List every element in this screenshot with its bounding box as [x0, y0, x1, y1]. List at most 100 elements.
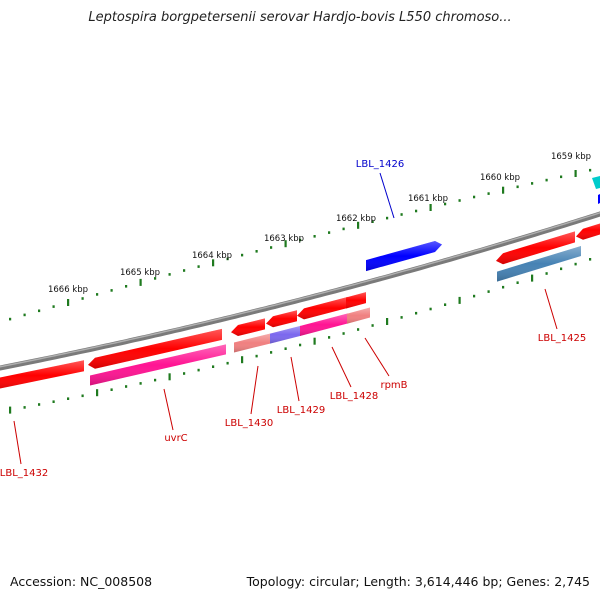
leader-LBL_1426 [379, 172, 395, 219]
kbp-minor-tick [429, 307, 432, 311]
kbp-minor-tick [110, 388, 113, 391]
kbp-major-tick [284, 240, 287, 248]
kbp-minor-tick [183, 269, 186, 272]
gene-LBL_1432-cds-shading [0, 360, 84, 389]
kbp-minor-tick [516, 281, 519, 284]
kbp-label: 1663 kbp [264, 234, 304, 244]
kbp-minor-tick [444, 303, 447, 306]
backbone-track [0, 211, 600, 371]
gene-uvrC-feature-shading [90, 344, 226, 386]
kbp-minor-tick [154, 378, 157, 382]
kbp-label: 1661 kbp [408, 194, 448, 204]
gene-LBL_1430-cds-shading [231, 318, 265, 336]
kbp-minor-tick [226, 361, 229, 365]
gene-label-LBL_1428[interactable]: LBL_1428 [330, 391, 378, 402]
kbp-major-tick [357, 221, 360, 229]
kbp-minor-tick [270, 351, 273, 354]
gene-LBL_1428-feature-shading [300, 313, 348, 336]
kbp-minor-tick [415, 209, 418, 213]
kbp-minor-tick [444, 202, 447, 206]
kbp-minor-tick [81, 297, 84, 300]
kbp-minor-tick [473, 294, 476, 298]
gene-LBL_1430-feature-shading [234, 333, 270, 353]
kbp-minor-tick [154, 277, 157, 280]
kbp-minor-tick [589, 258, 592, 261]
genome-summary-text: Topology: circular; Length: 3,614,446 bp… [246, 574, 590, 589]
kbp-minor-tick [487, 290, 490, 293]
gene-LBL_1425-cds-shading [496, 231, 575, 265]
gene-label-LBL_1426[interactable]: LBL_1426 [356, 159, 404, 170]
gene-labels: LBL_1432 uvrC LBL_1430 LBL_1429 LBL_1428rpmB… [0, 159, 586, 479]
kbp-major-tick [386, 318, 389, 325]
kbp-minor-tick [226, 257, 229, 261]
kbp-minor-tick [328, 231, 331, 234]
gene-LBL_1425-feature-shading [497, 246, 581, 282]
kbp-minor-tick [255, 354, 258, 358]
kbp-minor-tick [52, 400, 55, 403]
kbp-minor-tick [400, 213, 403, 216]
kbp-tick-track: 1666 kbp 1665 kbp 1664 kbp 1663 kbp 1662 kbp… [9, 152, 592, 414]
gene-LBL_1428-cds-shading [297, 296, 348, 320]
kbp-minor-tick [328, 336, 331, 339]
kbp-major-tick [139, 278, 142, 286]
kbp-minor-tick [531, 182, 534, 185]
kbp-label: 1665 kbp [120, 268, 160, 278]
kbp-major-tick [502, 186, 505, 194]
leader-uvrC [163, 388, 174, 431]
kbp-minor-tick [342, 332, 345, 335]
gene-label-rpmB[interactable]: rpmB [380, 380, 407, 391]
kbp-minor-tick [212, 365, 215, 368]
kbp-major-tick [574, 170, 577, 177]
gene-rpmB-cds-shading [346, 292, 366, 309]
gene-uvrC-cds-shading [88, 328, 222, 369]
kbp-label: 1659 kbp [551, 152, 591, 162]
kbp-minor-tick [545, 178, 548, 182]
leader-LBL_1432 [13, 420, 22, 465]
kbp-minor-tick [67, 397, 70, 400]
kbp-minor-tick [560, 267, 563, 271]
kbp-label: 1660 kbp [480, 173, 520, 183]
kbp-label: 1666 kbp [48, 285, 88, 295]
kbp-minor-tick [371, 220, 374, 223]
kbp-minor-tick [23, 313, 26, 317]
gene-LBL_1429-feature-shading [270, 325, 301, 344]
kbp-minor-tick [386, 216, 389, 220]
kbp-minor-tick [400, 316, 403, 319]
kbp-minor-tick [270, 246, 273, 249]
accession-text: Accession: NC_008508 [10, 574, 153, 589]
kbp-minor-tick [371, 324, 374, 327]
kbp-minor-tick [299, 343, 302, 347]
gene-label-LBL_1432[interactable]: LBL_1432 [0, 468, 48, 479]
kbp-minor-tick [299, 238, 302, 242]
leader-LBL_1425 [544, 288, 558, 330]
partial-cyan-feature[interactable] [592, 176, 600, 189]
kbp-minor-tick [502, 285, 505, 289]
leader-LBL_1430 [250, 365, 259, 415]
kbp-major-tick [241, 356, 244, 364]
kbp-major-tick [212, 259, 215, 267]
kbp-major-tick [168, 373, 171, 381]
kbp-minor-tick [125, 285, 128, 288]
genome-backbone-highlight [0, 212, 600, 368]
kbp-minor-tick [545, 272, 548, 275]
kbp-major-tick [429, 204, 432, 211]
kbp-minor-tick [125, 385, 128, 388]
kbp-minor-tick [357, 328, 360, 331]
kbp-minor-tick [458, 199, 461, 202]
kbp-minor-tick [38, 403, 41, 406]
gene-label-uvrC[interactable]: uvrC [164, 433, 187, 444]
kbp-minor-tick [38, 309, 41, 313]
gene-label-LBL_1429[interactable]: LBL_1429 [277, 405, 325, 416]
kbp-minor-tick [9, 317, 12, 321]
kbp-label: 1662 kbp [336, 214, 376, 224]
genome-backbone [0, 211, 600, 371]
gene-label-LBL_1430[interactable]: LBL_1430 [225, 418, 273, 429]
gene-label-LBL_1425[interactable]: LBL_1425 [538, 333, 586, 344]
kbp-minor-tick [197, 265, 200, 268]
kbp-minor-tick [487, 192, 490, 195]
kbp-major-tick [67, 299, 70, 306]
kbp-minor-tick [197, 368, 200, 372]
kbp-minor-tick [342, 227, 345, 231]
kbp-minor-tick [589, 168, 592, 172]
